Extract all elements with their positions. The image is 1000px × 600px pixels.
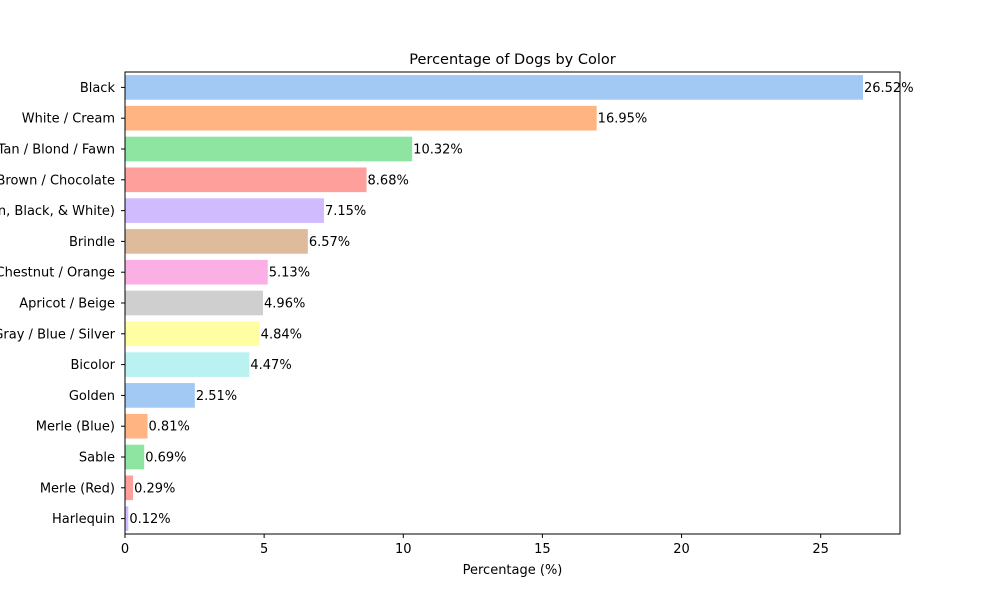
bars-group	[125, 75, 863, 531]
x-ticks: 0 5 10 15 20 25	[121, 534, 829, 557]
y-tick-label: White / Cream	[22, 112, 115, 127]
data-label: 16.95%	[598, 112, 648, 127]
x-tick-label: 25	[812, 542, 829, 557]
data-label: 5.13%	[269, 266, 310, 281]
data-label: 10.32%	[413, 143, 463, 158]
bar	[125, 259, 268, 285]
x-tick-label: 15	[534, 542, 551, 557]
data-label: 0.81%	[149, 420, 190, 435]
bar	[125, 413, 148, 439]
y-tick-label: Golden	[69, 389, 115, 404]
data-label: 8.68%	[368, 173, 409, 188]
bar	[125, 105, 597, 131]
bar	[125, 229, 308, 254]
data-label: 4.47%	[250, 358, 291, 373]
y-tick-label: Brindle	[69, 235, 115, 250]
x-tick-label: 0	[121, 542, 129, 557]
chart-title: Percentage of Dogs by Color	[409, 52, 615, 68]
bar	[125, 136, 413, 162]
y-tick-label: Black	[80, 81, 116, 96]
data-label: 4.84%	[261, 327, 302, 342]
bar	[125, 383, 195, 408]
bar	[125, 167, 367, 193]
data-label: 7.15%	[325, 204, 366, 219]
y-tick-label: Sable	[79, 451, 115, 466]
data-label: 0.69%	[145, 451, 186, 466]
data-label: 0.29%	[134, 481, 175, 496]
bar	[125, 321, 260, 347]
y-tick-label: Bicolor	[70, 358, 115, 373]
bar	[125, 444, 145, 470]
x-tick-label: 10	[395, 542, 412, 557]
y-tick-label: Gray / Blue / Silver	[0, 327, 116, 342]
y-tick-label: Apricot / Beige	[19, 297, 115, 312]
data-label: 6.57%	[309, 235, 350, 250]
y-tick-label: Merle (Red)	[40, 481, 115, 496]
bar	[125, 75, 863, 100]
y-tick-labels: Black White / Cream Tan / Blond / Fawn Brow…	[0, 81, 125, 527]
x-axis-title: Percentage (%)	[463, 563, 563, 578]
y-tick-label: Merle (Blue)	[36, 420, 115, 435]
bar	[125, 198, 324, 223]
y-tick-label: Red / Chestnut / Orange	[0, 266, 115, 281]
x-tick-label: 5	[260, 542, 268, 557]
y-tick-label: Tricolor (Tan, Black, & White)	[0, 204, 115, 219]
bar	[125, 506, 129, 531]
data-label: 4.96%	[264, 297, 305, 312]
bar	[125, 352, 250, 377]
y-tick-label: Tan / Blond / Fawn	[0, 143, 115, 158]
plot-frame	[124, 71, 901, 535]
data-label: 0.12%	[129, 512, 170, 527]
x-tick-label: 20	[673, 542, 690, 557]
y-tick-label: Brown / Chocolate	[0, 173, 115, 188]
bar	[125, 290, 264, 316]
y-tick-label: Harlequin	[52, 512, 115, 527]
data-label: 26.52%	[864, 81, 914, 96]
bar	[125, 475, 134, 501]
data-label: 2.51%	[196, 389, 237, 404]
data-labels: 26.52% 16.95% 10.32% 8.68% 7.15% 6.57% 5.13% 4.…	[129, 81, 913, 527]
